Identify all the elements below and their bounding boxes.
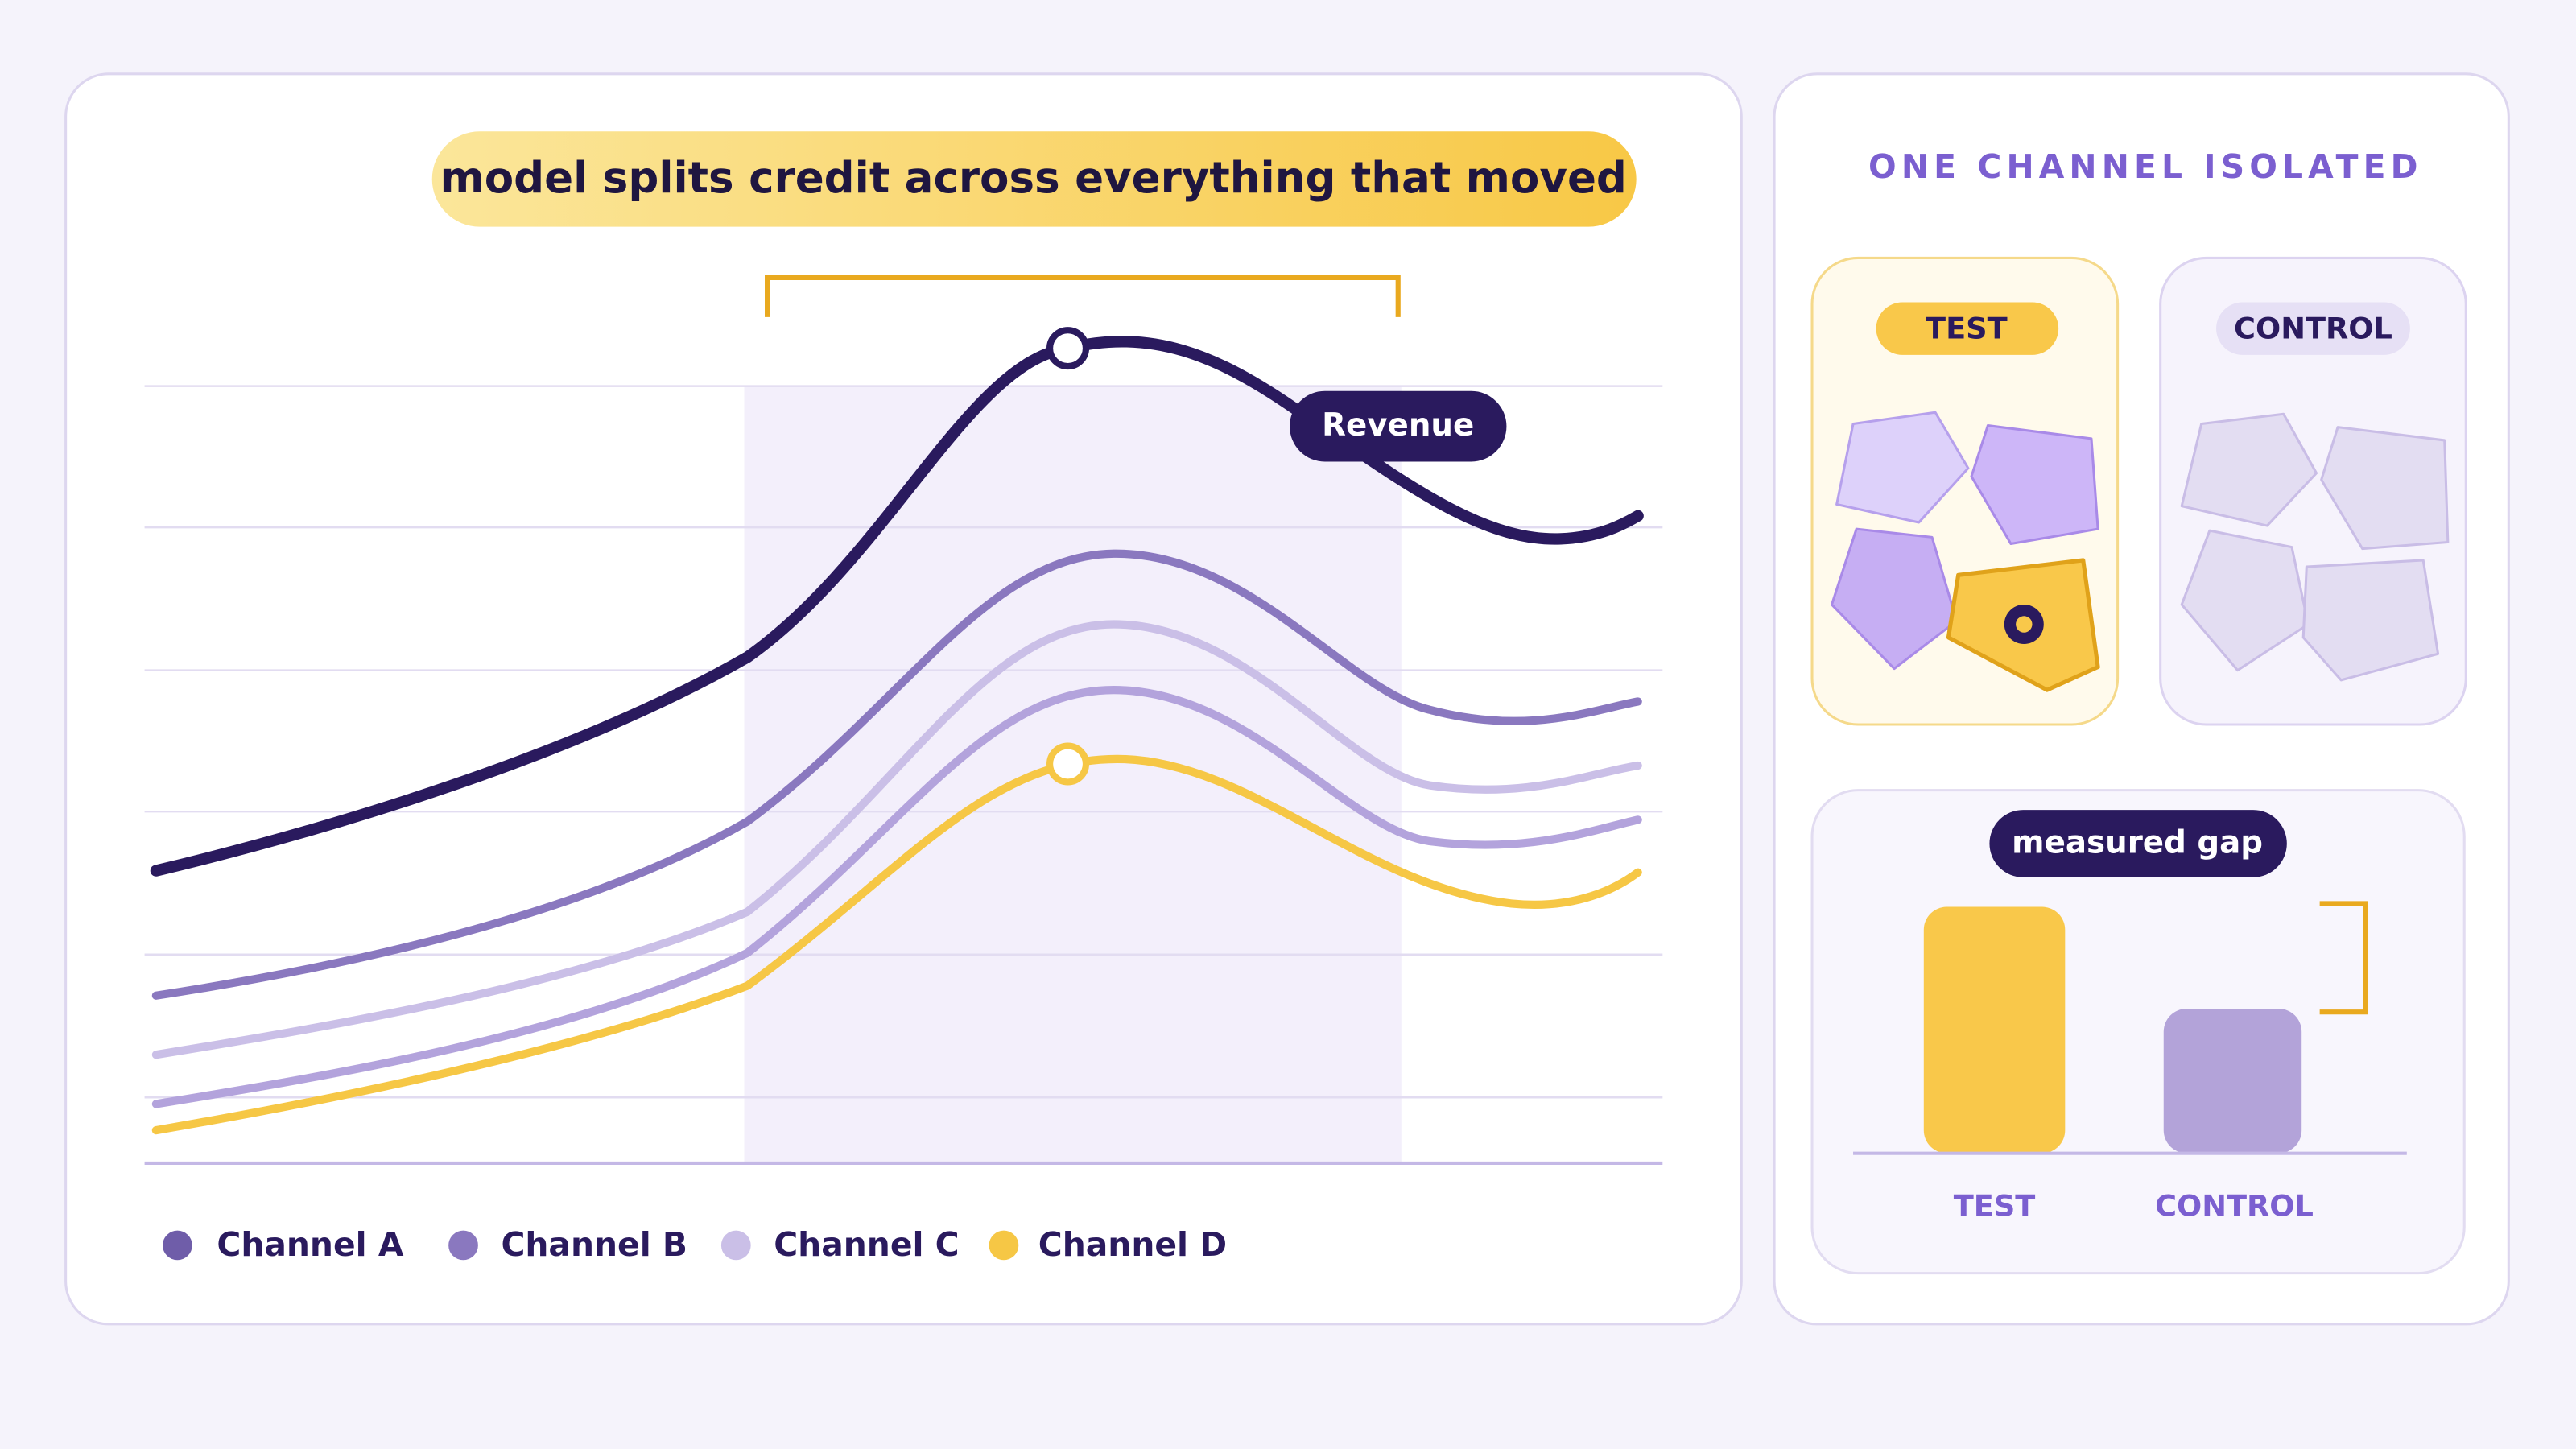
revenue-pill xyxy=(1290,390,1507,462)
panel-title: ONE CHANNEL ISOLATED xyxy=(1868,147,2423,186)
legend-dot xyxy=(989,1230,1019,1261)
peak-marker xyxy=(1046,327,1090,370)
unit xyxy=(2301,559,2440,682)
legend-dot xyxy=(163,1230,192,1261)
test-units xyxy=(1830,411,2100,692)
legend-label: Channel A xyxy=(217,1225,403,1264)
legend-label: Channel C xyxy=(774,1225,959,1264)
channel-a-curve xyxy=(151,686,1642,1108)
target-icon-center xyxy=(2016,616,2033,633)
control-units xyxy=(2180,412,2450,682)
legend-label: Channel B xyxy=(501,1225,687,1264)
legend-label: Channel D xyxy=(1038,1225,1227,1264)
legend: Channel A Channel B Channel C Channel D xyxy=(163,1225,1227,1264)
control-bar xyxy=(2163,1009,2302,1154)
legend-dot xyxy=(448,1230,478,1261)
unit xyxy=(2180,529,2310,672)
gap-pill xyxy=(1989,810,2287,877)
unit xyxy=(1830,527,1959,671)
control-pill xyxy=(2216,302,2410,355)
test-bar xyxy=(1923,906,2066,1154)
callout-text: model splits credit across everything th… xyxy=(440,153,1626,203)
bracket xyxy=(765,275,1401,317)
unit xyxy=(2180,412,2318,527)
unit xyxy=(1835,411,1970,524)
control-pill-label: CONTROL xyxy=(2234,312,2392,346)
unit xyxy=(2320,426,2450,551)
gap-bracket xyxy=(2319,901,2368,1015)
test-pill xyxy=(1876,302,2059,355)
grid xyxy=(144,385,1663,1099)
bar-label: CONTROL xyxy=(2155,1189,2314,1224)
legend-dot xyxy=(720,1230,751,1261)
revenue-label: Revenue xyxy=(1322,407,1474,444)
callout-pill xyxy=(431,131,1637,227)
unit xyxy=(1970,424,2099,546)
bar-label: TEST xyxy=(1954,1189,2036,1224)
gap-label: measured gap xyxy=(2012,824,2263,861)
channel-b-curve xyxy=(151,549,1642,1000)
test-pill-label: TEST xyxy=(1926,312,2008,346)
channel-c-curve xyxy=(151,620,1642,1059)
channel-d-curve xyxy=(151,754,1642,1135)
peak-marker xyxy=(1046,742,1090,786)
